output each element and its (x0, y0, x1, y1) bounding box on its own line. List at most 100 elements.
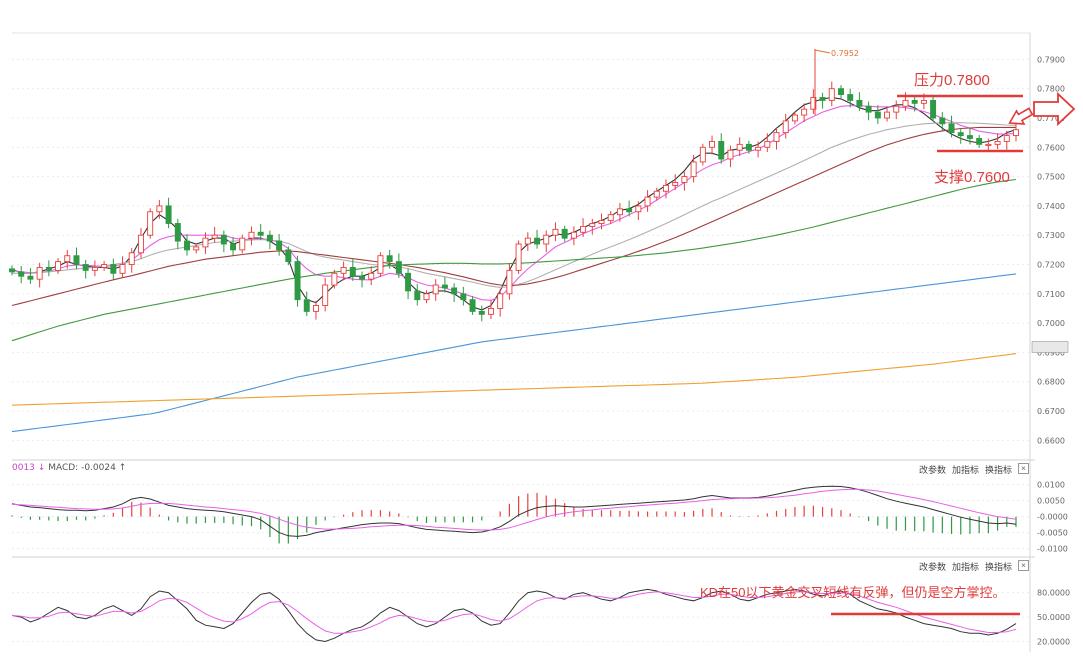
candle-body (801, 108, 808, 116)
candle-body (441, 284, 448, 289)
candle-body (727, 149, 734, 160)
candle-body (534, 237, 541, 245)
candle-body (303, 299, 310, 312)
candle-body (73, 255, 80, 265)
macd-header: 0013 ↓ MACD: -0.0024 ↑ (12, 463, 126, 473)
candle (764, 133, 771, 152)
candle-body (874, 111, 881, 119)
candle (709, 135, 716, 155)
candle-body (782, 120, 789, 134)
candle-body (294, 261, 301, 301)
candle-body (497, 293, 504, 309)
candle-body (405, 272, 412, 292)
candle (110, 258, 117, 281)
candle-body (395, 261, 402, 274)
candle-body (55, 261, 62, 271)
candle-body (598, 220, 605, 224)
up-arrow-icon: ↑ (118, 463, 127, 473)
candle (460, 286, 467, 306)
candle (211, 227, 218, 243)
candle-body (266, 234, 273, 242)
candle-body (110, 264, 117, 274)
macd-close-icon[interactable]: × (1018, 463, 1029, 474)
candle (534, 229, 541, 249)
candle (515, 240, 522, 274)
candle-body (276, 240, 283, 251)
candle (248, 226, 255, 246)
macd-indicator-name[interactable]: 0013 (12, 463, 35, 473)
candle-body (745, 143, 752, 151)
candle-body (957, 132, 964, 137)
candle (441, 276, 448, 293)
candle (64, 249, 71, 269)
ma-line-ma60 (11, 178, 1017, 342)
candle-body (248, 231, 255, 239)
candle-body (257, 231, 264, 236)
candle-body (285, 249, 292, 263)
candle (36, 262, 43, 288)
candle-body (589, 223, 596, 227)
candle-body (137, 234, 144, 254)
candle (801, 103, 808, 123)
candle (718, 133, 725, 164)
candle (147, 208, 154, 239)
candle (985, 138, 992, 152)
candle-body (18, 271, 25, 277)
candle (55, 258, 62, 274)
kd-add-indicator-button[interactable]: 加指标 (952, 563, 980, 573)
price-tick-label: 0.6900 (1037, 348, 1065, 357)
candle (543, 230, 550, 253)
candle (755, 141, 762, 158)
candle (690, 154, 697, 183)
candle (119, 256, 126, 278)
candle (810, 89, 817, 114)
arrow-icon (1008, 107, 1034, 125)
candle-body (211, 234, 218, 239)
kd-params-button[interactable]: 改参数 (919, 563, 947, 573)
macd-tick-label: -0.0100 (1037, 545, 1068, 554)
candle (184, 234, 190, 256)
candle-body (36, 266, 43, 280)
candle (45, 260, 52, 277)
macd-switch-indicator-button[interactable]: 换指标 (985, 466, 1013, 476)
candle-body (653, 190, 660, 198)
candle-body (810, 97, 817, 110)
price-tick-label: 0.7000 (1037, 319, 1065, 328)
candle-body (994, 140, 1001, 145)
price-tick-label: 0.7200 (1037, 261, 1065, 270)
candle-body (386, 255, 393, 263)
price-tick-label: 0.6700 (1037, 407, 1065, 416)
candle (616, 202, 623, 222)
candle (635, 201, 642, 220)
candlestick-series (9, 81, 1019, 322)
candle-body (469, 299, 476, 312)
candle-body (718, 140, 725, 160)
macd-params-button[interactable]: 改参数 (919, 466, 947, 476)
candle (1003, 130, 1010, 150)
kd-annotation-label: KD在50以下黄金交叉短线有反弹，但仍是空方掌控。 (700, 585, 1006, 600)
candle (156, 200, 163, 219)
kd-close-icon[interactable]: × (1018, 560, 1029, 571)
macd-tick-label: -0.0050 (1037, 529, 1068, 538)
candle-body (460, 293, 467, 301)
candle-body (202, 237, 209, 248)
candle-body (681, 176, 688, 183)
candle (865, 101, 872, 121)
ma-line-ma120 (11, 273, 1017, 433)
candle (884, 108, 891, 122)
candle (736, 137, 743, 157)
candle (18, 265, 25, 284)
candle (662, 179, 669, 199)
price-tick-label: 0.7800 (1037, 85, 1065, 94)
candle (128, 248, 135, 273)
candle-body (865, 105, 872, 113)
candle (699, 143, 706, 166)
macd-add-indicator-button[interactable]: 加指标 (952, 466, 980, 476)
candle-body (340, 266, 347, 274)
kd-switch-indicator-button[interactable]: 换指标 (985, 563, 1013, 573)
candle-body (736, 143, 743, 151)
candle (9, 265, 15, 276)
candle-body (82, 264, 89, 271)
dropdown-icon[interactable]: ↓ (37, 463, 46, 473)
